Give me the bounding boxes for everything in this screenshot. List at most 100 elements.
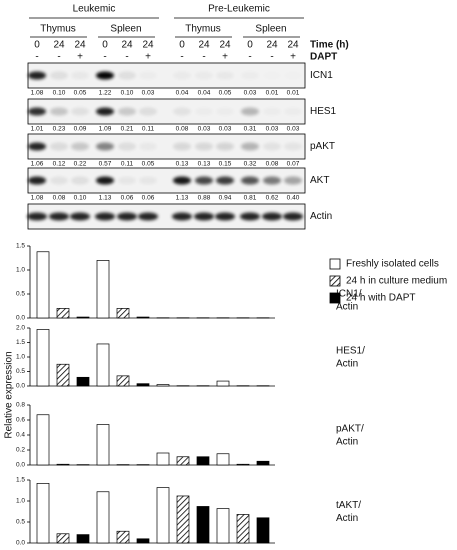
- quant-label: 0.04: [198, 90, 211, 97]
- bar: [76, 534, 90, 544]
- bar: [36, 483, 50, 544]
- band: [71, 107, 89, 116]
- band: [50, 107, 68, 116]
- bar: [196, 506, 210, 544]
- band: [139, 142, 157, 151]
- time-label: 24: [121, 40, 133, 51]
- dapt-label: -: [270, 52, 273, 63]
- band: [284, 176, 302, 185]
- dapt-label: +: [77, 52, 83, 63]
- dapt-header: DAPT: [310, 52, 337, 63]
- blot-label: pAKT: [310, 141, 335, 152]
- y-tick-label: 0.0: [16, 540, 25, 547]
- bar: [36, 251, 50, 319]
- quant-label: 0.23: [53, 126, 66, 133]
- band: [194, 212, 214, 221]
- band: [263, 108, 281, 116]
- quant-label: 0.03: [142, 90, 155, 97]
- bar: [156, 384, 170, 387]
- band: [139, 72, 157, 80]
- band: [96, 107, 114, 116]
- bar: [196, 456, 210, 466]
- quant-label: 0.81: [244, 195, 257, 202]
- bar: [216, 453, 230, 466]
- bar: [56, 308, 70, 319]
- panel-label: tAKT/: [336, 500, 361, 511]
- quant-label: 0.62: [266, 195, 279, 202]
- band: [241, 72, 259, 80]
- band: [195, 108, 213, 116]
- band: [118, 176, 136, 185]
- band: [50, 142, 68, 151]
- band: [50, 71, 68, 80]
- quant-label: 1.08: [31, 90, 44, 97]
- bar: [236, 514, 250, 544]
- quant-label: 0.57: [99, 161, 112, 168]
- bar: [76, 316, 90, 319]
- band: [195, 142, 213, 151]
- quant-label: 0.08: [266, 161, 279, 168]
- y-tick-label: 0.4: [16, 432, 25, 439]
- dapt-label: +: [222, 52, 228, 63]
- panel-label: Actin: [336, 437, 358, 448]
- legend-label: 24 h with DAPT: [346, 293, 415, 304]
- band: [96, 176, 114, 185]
- y-tick-label: 0.6: [16, 417, 25, 424]
- band: [284, 108, 302, 116]
- time-label: 24: [266, 40, 278, 51]
- panel-label: Actin: [336, 359, 358, 370]
- band: [216, 108, 234, 116]
- time-label: 24: [287, 40, 299, 51]
- y-tick-label: 2.0: [16, 325, 25, 332]
- quant-label: 0.94: [219, 195, 232, 202]
- quant-label: 0.04: [176, 90, 189, 97]
- band: [195, 72, 213, 80]
- time-label: 0: [102, 40, 108, 51]
- y-tick-label: 1.5: [16, 339, 25, 346]
- band: [283, 212, 303, 221]
- quant-label: 1.13: [99, 195, 112, 202]
- dapt-label: -: [180, 52, 183, 63]
- blot-label: HES1: [310, 106, 337, 117]
- quant-label: 0.13: [176, 161, 189, 168]
- band: [96, 142, 114, 151]
- bar: [76, 376, 90, 387]
- quant-label: 0.06: [142, 195, 155, 202]
- y-tick-label: 1.0: [16, 354, 25, 361]
- quant-label: 0.05: [74, 90, 87, 97]
- bar: [136, 383, 150, 387]
- band: [263, 72, 281, 80]
- quant-label: 0.03: [219, 126, 232, 133]
- legend-label: 24 h in culture medium: [346, 276, 447, 287]
- band: [118, 71, 136, 80]
- quant-label: 0.05: [219, 90, 232, 97]
- bar: [36, 414, 50, 466]
- blot-label: AKT: [310, 175, 329, 186]
- time-label: 0: [247, 40, 253, 51]
- band: [215, 212, 235, 221]
- band: [70, 212, 90, 221]
- quant-label: 0.03: [287, 126, 300, 133]
- band: [262, 212, 282, 221]
- band: [216, 176, 234, 185]
- bar: [96, 343, 110, 387]
- quant-label: 0.07: [287, 161, 300, 168]
- dapt-label: +: [145, 52, 151, 63]
- dapt-label: -: [103, 52, 106, 63]
- bar: [136, 538, 150, 544]
- band: [118, 142, 136, 151]
- band: [95, 212, 115, 221]
- band: [71, 71, 89, 80]
- y-tick-label: 1.5: [16, 243, 25, 250]
- quant-label: 0.88: [198, 195, 211, 202]
- band: [117, 212, 137, 221]
- y-tick-label: 0.0: [16, 315, 25, 322]
- bar: [216, 508, 230, 544]
- band: [263, 176, 281, 185]
- y-tick-label: 0.0: [16, 462, 25, 469]
- quant-label: 1.13: [176, 195, 189, 202]
- band: [28, 142, 46, 151]
- bar: [116, 308, 130, 319]
- quant-label: 0.40: [287, 195, 300, 202]
